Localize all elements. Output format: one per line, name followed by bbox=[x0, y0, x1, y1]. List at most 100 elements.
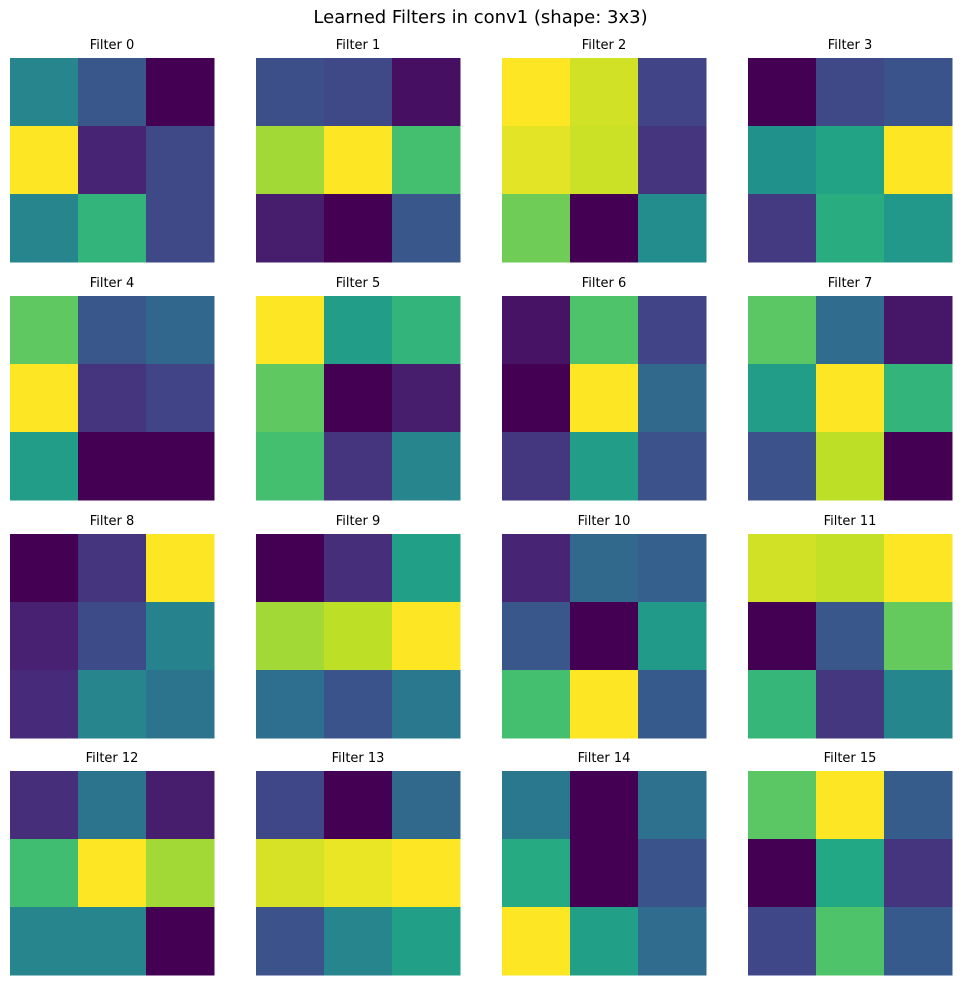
filter-14-cell-r0-c2 bbox=[638, 771, 707, 840]
filter-13-cell-r0-c0 bbox=[256, 771, 325, 840]
filter-6-cell-r0-c1 bbox=[570, 296, 639, 365]
filter-3-cell-r1-c0 bbox=[748, 126, 817, 195]
filter-4-cell-r1-c0 bbox=[10, 364, 79, 433]
filter-1-cell-r0-c0 bbox=[256, 58, 325, 127]
filter-8-cell-r1-c0 bbox=[10, 602, 79, 671]
filter-2-cell-r2-c2 bbox=[638, 194, 707, 263]
filter-9-cell-r2-c0 bbox=[256, 670, 325, 739]
filter-panel-1: Filter 1 bbox=[256, 38, 461, 263]
filter-1-cell-r2-c2 bbox=[392, 194, 461, 263]
filter-3-cell-r0-c0 bbox=[748, 58, 817, 127]
filter-3-cell-r0-c1 bbox=[816, 58, 885, 127]
filter-14-cell-r2-c1 bbox=[570, 907, 639, 976]
filter-5-cell-r2-c1 bbox=[324, 432, 393, 501]
filter-4-cell-r1-c2 bbox=[146, 364, 215, 433]
filter-13-cell-r0-c1 bbox=[324, 771, 393, 840]
filter-panel-6: Filter 6 bbox=[502, 276, 707, 501]
filter-14-cell-r2-c0 bbox=[502, 907, 571, 976]
filter-panel-12: Filter 12 bbox=[10, 751, 215, 976]
filter-4-cell-r0-c2 bbox=[146, 296, 215, 365]
filter-14-cell-r1-c2 bbox=[638, 839, 707, 908]
filter-panel-15: Filter 15 bbox=[748, 751, 953, 976]
filter-panel-14: Filter 14 bbox=[502, 751, 707, 976]
filter-9-cell-r0-c1 bbox=[324, 534, 393, 603]
filter-2-cell-r2-c0 bbox=[502, 194, 571, 263]
filter-1-cell-r1-c0 bbox=[256, 126, 325, 195]
filter-6-cell-r1-c2 bbox=[638, 364, 707, 433]
filter-title-3: Filter 3 bbox=[828, 38, 873, 53]
filter-13-cell-r1-c2 bbox=[392, 839, 461, 908]
filter-11-cell-r1-c2 bbox=[884, 602, 953, 671]
filter-title-7: Filter 7 bbox=[828, 276, 873, 291]
filter-panel-4: Filter 4 bbox=[10, 276, 215, 501]
filter-15-cell-r2-c0 bbox=[748, 907, 817, 976]
filter-13-cell-r2-c0 bbox=[256, 907, 325, 976]
filter-title-1: Filter 1 bbox=[336, 38, 381, 53]
filter-2-cell-r1-c2 bbox=[638, 126, 707, 195]
filter-12-cell-r1-c0 bbox=[10, 839, 79, 908]
filter-12-cell-r2-c2 bbox=[146, 907, 215, 976]
filter-15-cell-r1-c1 bbox=[816, 839, 885, 908]
filter-4-cell-r2-c0 bbox=[10, 432, 79, 501]
filter-9-cell-r0-c0 bbox=[256, 534, 325, 603]
filter-5-cell-r1-c1 bbox=[324, 364, 393, 433]
filter-14-cell-r1-c0 bbox=[502, 839, 571, 908]
filter-panel-8: Filter 8 bbox=[10, 514, 215, 739]
filter-5-cell-r0-c2 bbox=[392, 296, 461, 365]
filter-panel-11: Filter 11 bbox=[748, 514, 953, 739]
filter-9-cell-r2-c1 bbox=[324, 670, 393, 739]
filter-0-cell-r2-c2 bbox=[146, 194, 215, 263]
filter-5-cell-r0-c1 bbox=[324, 296, 393, 365]
filter-title-4: Filter 4 bbox=[90, 276, 135, 291]
filter-8-cell-r0-c2 bbox=[146, 534, 215, 603]
filter-15-cell-r2-c2 bbox=[884, 907, 953, 976]
filter-panel-9: Filter 9 bbox=[256, 514, 461, 739]
filter-7-cell-r2-c2 bbox=[884, 432, 953, 501]
filter-panel-0: Filter 0 bbox=[10, 38, 215, 263]
figure-title: Learned Filters in conv1 (shape: 3x3) bbox=[313, 7, 648, 28]
filter-3-cell-r0-c2 bbox=[884, 58, 953, 127]
filter-0-cell-r1-c0 bbox=[10, 126, 79, 195]
filter-panel-2: Filter 2 bbox=[502, 38, 707, 263]
filter-11-cell-r2-c2 bbox=[884, 670, 953, 739]
filter-1-cell-r0-c2 bbox=[392, 58, 461, 127]
filter-7-cell-r2-c1 bbox=[816, 432, 885, 501]
filter-6-cell-r2-c0 bbox=[502, 432, 571, 501]
filter-0-cell-r0-c2 bbox=[146, 58, 215, 127]
filter-13-cell-r2-c2 bbox=[392, 907, 461, 976]
filter-6-cell-r1-c1 bbox=[570, 364, 639, 433]
filter-3-cell-r1-c1 bbox=[816, 126, 885, 195]
filter-12-cell-r0-c2 bbox=[146, 771, 215, 840]
filter-11-cell-r0-c2 bbox=[884, 534, 953, 603]
filter-title-11: Filter 11 bbox=[824, 514, 877, 529]
filter-9-cell-r2-c2 bbox=[392, 670, 461, 739]
filter-6-cell-r0-c2 bbox=[638, 296, 707, 365]
filter-title-9: Filter 9 bbox=[336, 514, 381, 529]
filter-12-cell-r0-c1 bbox=[78, 771, 147, 840]
filter-9-cell-r1-c1 bbox=[324, 602, 393, 671]
filter-7-cell-r2-c0 bbox=[748, 432, 817, 501]
filter-15-cell-r0-c0 bbox=[748, 771, 817, 840]
filter-15-cell-r1-c2 bbox=[884, 839, 953, 908]
filter-10-cell-r1-c2 bbox=[638, 602, 707, 671]
filter-panel-3: Filter 3 bbox=[748, 38, 953, 263]
filter-13-cell-r1-c0 bbox=[256, 839, 325, 908]
filter-14-cell-r2-c2 bbox=[638, 907, 707, 976]
filter-8-cell-r1-c1 bbox=[78, 602, 147, 671]
filter-14-cell-r0-c0 bbox=[502, 771, 571, 840]
filter-1-cell-r2-c0 bbox=[256, 194, 325, 263]
filter-15-cell-r2-c1 bbox=[816, 907, 885, 976]
filter-2-cell-r0-c0 bbox=[502, 58, 571, 127]
filter-9-cell-r1-c2 bbox=[392, 602, 461, 671]
filter-5-cell-r1-c2 bbox=[392, 364, 461, 433]
filter-title-6: Filter 6 bbox=[582, 276, 627, 291]
filter-7-cell-r1-c1 bbox=[816, 364, 885, 433]
filter-11-cell-r1-c0 bbox=[748, 602, 817, 671]
filter-2-cell-r2-c1 bbox=[570, 194, 639, 263]
filter-9-cell-r0-c2 bbox=[392, 534, 461, 603]
filter-8-cell-r2-c0 bbox=[10, 670, 79, 739]
filter-13-cell-r0-c2 bbox=[392, 771, 461, 840]
filter-title-0: Filter 0 bbox=[90, 38, 135, 53]
filter-panel-5: Filter 5 bbox=[256, 276, 461, 501]
filter-6-cell-r2-c1 bbox=[570, 432, 639, 501]
